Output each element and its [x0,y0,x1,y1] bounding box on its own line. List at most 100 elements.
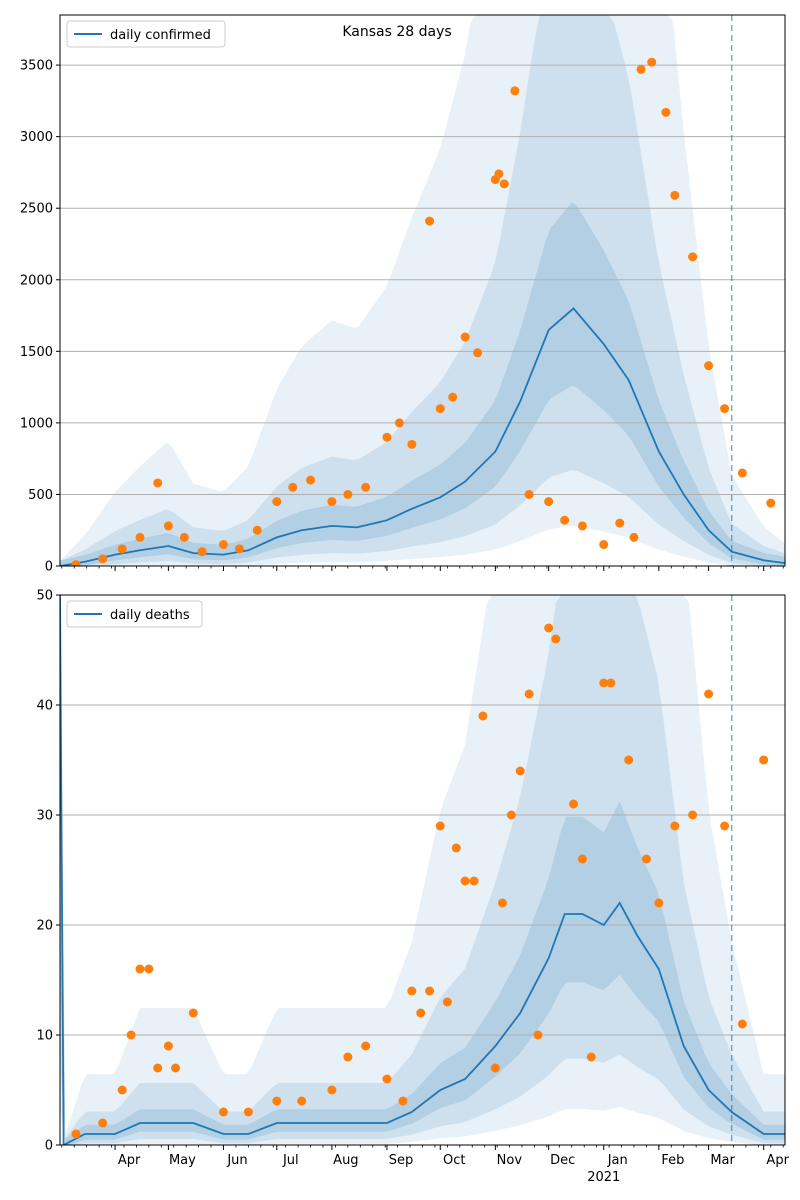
data-point [179,532,189,542]
data-point [499,179,509,189]
chart-title: Kansas 28 days [342,24,451,40]
data-point [272,1096,282,1106]
x-tick-label: Jun [226,1153,247,1168]
deaths-points [71,623,769,1139]
data-point [515,766,525,776]
data-point [153,478,163,488]
data-point [577,854,587,864]
data-point [153,1063,163,1073]
x-tick-label: Jan [607,1153,628,1168]
confirmed-series [60,15,785,566]
x-tick-label: Mar [710,1153,735,1168]
y-tick-label: 0 [45,1139,53,1154]
x-tick-label: May [169,1153,196,1168]
data-point [636,64,646,74]
data-point [117,544,127,554]
data-point [533,1030,543,1040]
data-point [759,755,769,765]
y-tick-label: 40 [36,699,53,714]
deaths-y-ticks: 0 10 20 30 40 50 [36,589,60,1154]
deaths-series [60,595,785,1145]
data-point [497,898,507,908]
data-point [163,1041,173,1051]
data-point [524,489,534,499]
data-point [460,332,470,342]
data-point [442,997,452,1007]
uncertainty-band-2 [60,15,785,566]
data-point [144,964,154,974]
uncertainty-band-1 [60,15,785,566]
data-point [544,497,554,507]
data-point [435,404,445,414]
data-point [490,1063,500,1073]
deaths-panel: 0 10 20 30 40 50 Apr May Jun Jul Aug Sep Oct Nov Dec J… [36,589,789,1186]
uncertainty-band-2 [60,595,785,1145]
data-point [243,1107,253,1117]
data-point [435,821,445,831]
data-point [327,1085,337,1095]
x-year-label: 2021 [587,1170,620,1185]
data-point [394,418,404,428]
data-point [615,518,625,528]
data-point [569,799,579,809]
x-tick-label: Sep [389,1153,414,1168]
series-line-daily-confirmed [60,307,785,566]
data-point [448,392,458,402]
data-point [551,634,561,644]
data-point [451,843,461,853]
confirmed-legend: daily confirmed [66,20,226,48]
data-point [126,1030,136,1040]
data-point [425,216,435,226]
y-tick-label: 1500 [20,345,53,360]
data-point [398,1096,408,1106]
x-tick-label: Nov [497,1153,523,1168]
data-point [688,252,698,262]
data-point [188,1008,198,1018]
data-point [343,1052,353,1062]
data-point [163,521,173,531]
data-point [478,711,488,721]
confirmed-uncertainty-bands [60,15,785,566]
confirmed-x-ticks [61,566,784,571]
data-point [720,821,730,831]
data-point [460,876,470,886]
data-point [599,678,609,688]
data-point [135,532,145,542]
data-point [297,1096,307,1106]
uncertainty-band-3 [60,801,785,1145]
data-point [624,755,634,765]
data-point [599,540,609,550]
legend-box [66,600,203,628]
data-point [306,475,316,485]
y-tick-label: 20 [36,919,53,934]
y-tick-label: 500 [28,488,53,503]
data-point [510,86,520,96]
data-point [71,560,81,566]
legend-label-daily-confirmed: daily confirmed [110,28,211,43]
data-point [494,169,504,179]
confirmed-y-ticks: 0 500 1000 1500 2000 2500 3000 3500 [20,59,60,575]
data-point [704,689,714,699]
deaths-x-ticks: Apr May Jun Jul Aug Sep Oct Nov Dec Jan Feb Mar Apr [61,1145,790,1168]
deaths-uncertainty-bands [60,595,785,1145]
data-point [382,432,392,442]
uncertainty-band-1 [60,595,785,1145]
data-point [720,404,730,414]
data-point [382,1074,392,1084]
x-tick-label: Feb [661,1153,684,1168]
confirmed-points [71,57,776,566]
data-point [197,547,207,557]
data-point [670,821,680,831]
y-tick-label: 0 [45,560,53,575]
data-point [524,689,534,699]
data-point [343,489,353,499]
y-tick-label: 2000 [20,273,53,288]
series-line-daily-deaths [60,595,785,1145]
data-point [288,482,298,492]
data-point [234,544,244,554]
data-point [218,540,228,550]
data-point [737,1019,747,1029]
x-tick-label: Apr [118,1153,141,1168]
x-tick-label: Apr [766,1153,789,1168]
